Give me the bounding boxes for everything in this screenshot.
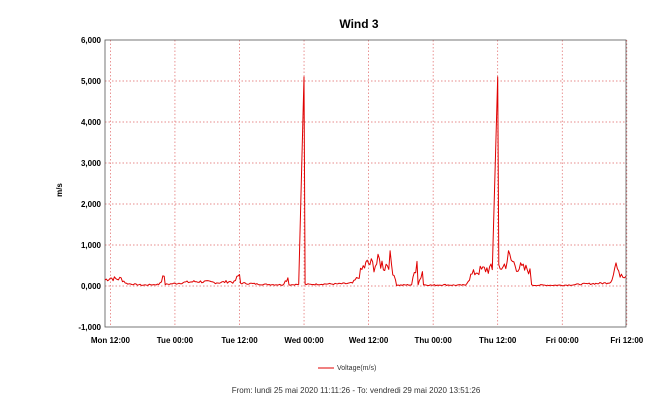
x-axis-ticks: Mon 12:00 Tue 00:00 Tue 12:00 Wed 00:00 Wed …	[91, 336, 644, 345]
series-line-voltage	[104, 76, 627, 287]
legend: Voltage(m/s)	[318, 365, 376, 372]
x-tick-label: Wed 00:00	[284, 336, 324, 345]
x-tick-label: Tue 12:00	[221, 336, 258, 345]
plot-frame	[104, 39, 627, 328]
x-tick-label: Fri 12:00	[610, 336, 643, 345]
y-tick-label: 1,000	[81, 241, 102, 250]
x-tick-label: Tue 00:00	[157, 336, 194, 345]
x-tick-label: Thu 12:00	[479, 336, 517, 345]
y-axis-ticks: -1,000 0,000 1,000 2,000 3,000 4,000 5,000 6,00…	[78, 36, 101, 332]
y-tick-label: 2,000	[81, 200, 102, 209]
y-tick-label: 6,000	[81, 36, 102, 45]
chart-title: Wind 3	[339, 17, 379, 31]
grid	[105, 40, 628, 327]
x-tick-label: Fri 00:00	[546, 336, 579, 345]
date-range-footer: From: lundi 25 mai 2020 11:11:26 - To: v…	[232, 386, 481, 395]
y-tick-label: 0,000	[81, 282, 102, 291]
y-tick-label: 4,000	[81, 118, 102, 127]
x-tick-label: Wed 12:00	[349, 336, 389, 345]
y-tick-label: -1,000	[78, 323, 101, 332]
x-tick-label: Thu 00:00	[414, 336, 452, 345]
legend-label-voltage: Voltage(m/s)	[337, 365, 376, 372]
y-tick-label: 3,000	[81, 159, 102, 168]
x-tick-label: Mon 12:00	[91, 336, 131, 345]
y-axis-label: m/s	[55, 183, 64, 197]
y-tick-label: 5,000	[81, 77, 102, 86]
series-layer	[104, 76, 627, 287]
